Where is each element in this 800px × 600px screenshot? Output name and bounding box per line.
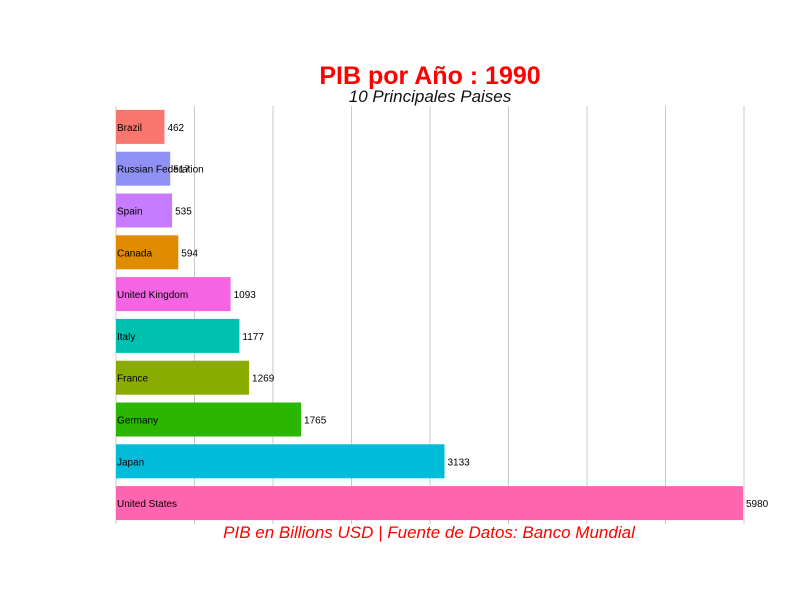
category-label: Germany bbox=[117, 416, 158, 427]
bar-united-states bbox=[116, 486, 743, 521]
value-label: 462 bbox=[167, 123, 184, 134]
bar-germany bbox=[116, 402, 302, 437]
category-label: Russian Federation bbox=[117, 165, 204, 176]
bar-brazil bbox=[116, 109, 165, 144]
category-label: United Kingdom bbox=[117, 290, 188, 301]
category-label: United States bbox=[117, 499, 177, 510]
value-label: 1269 bbox=[252, 374, 275, 385]
bar-spain bbox=[116, 193, 173, 228]
value-label: 1177 bbox=[242, 332, 264, 343]
value-label: 1093 bbox=[234, 290, 257, 301]
bar-canada bbox=[116, 235, 179, 270]
category-label: Canada bbox=[117, 248, 152, 259]
bar-russian-federation bbox=[116, 151, 171, 186]
value-label: 535 bbox=[175, 207, 192, 218]
chart-caption: PIB en Billions USD | Fuente de Datos: B… bbox=[223, 523, 635, 542]
category-label: Brazil bbox=[117, 123, 142, 134]
bar-france bbox=[116, 360, 250, 395]
bar-japan bbox=[116, 444, 445, 479]
value-label: 5980 bbox=[746, 499, 769, 510]
bar-united-kingdom bbox=[116, 277, 231, 312]
value-label: 594 bbox=[181, 248, 198, 259]
category-label: Italy bbox=[117, 332, 135, 343]
value-label: 1765 bbox=[304, 416, 327, 427]
chart-title: PIB por Año : 1990 bbox=[319, 62, 541, 90]
chart-subtitle: 10 Principales Paises bbox=[348, 87, 512, 106]
category-label: France bbox=[117, 374, 149, 385]
value-label: 3133 bbox=[447, 457, 470, 468]
category-label: Japan bbox=[117, 457, 144, 468]
value-label: 517 bbox=[173, 165, 190, 176]
category-label: Spain bbox=[117, 207, 143, 218]
bar-italy bbox=[116, 318, 240, 353]
